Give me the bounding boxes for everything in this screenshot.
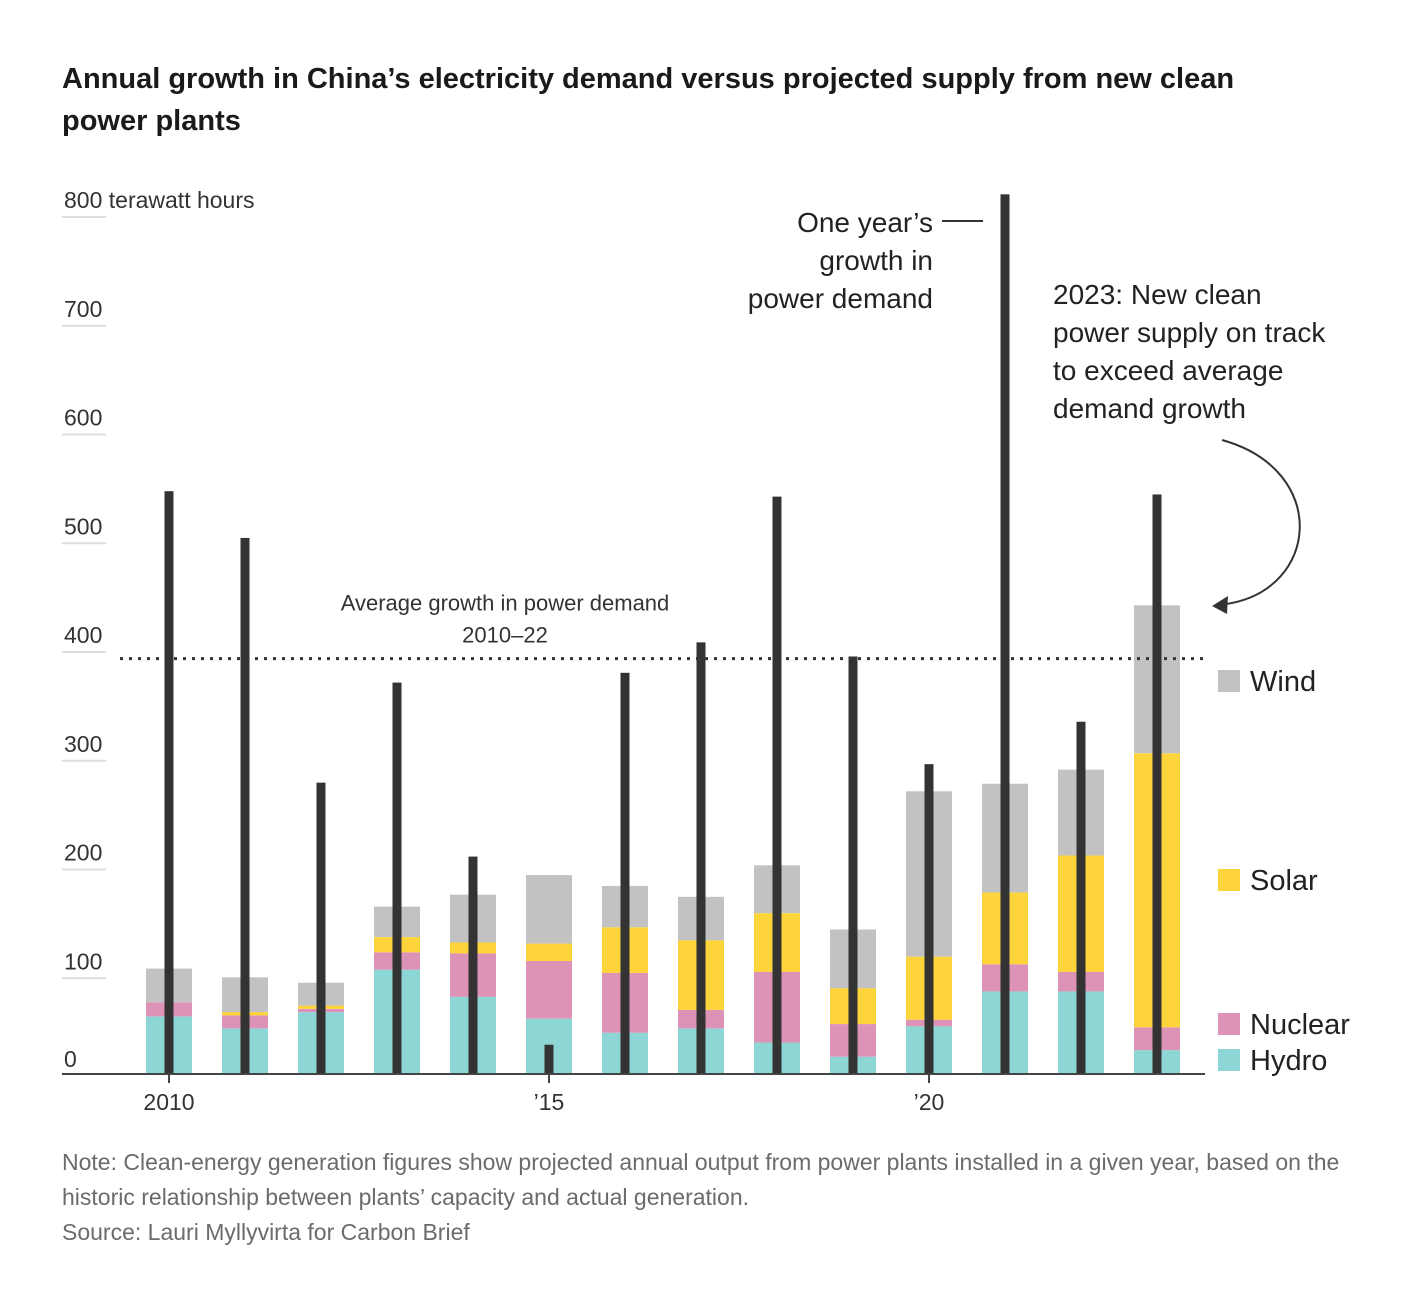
y-tick-label: 700 [64,296,102,322]
bar-nuclear-2015 [526,960,572,1019]
supply-annotation-arrow [1221,439,1301,605]
demand-bar-2011 [240,537,250,1073]
demand-bar-2010 [164,491,174,1073]
demand-bar-2020 [924,764,934,1073]
x-tick-label: 2010 [143,1089,194,1115]
legend-swatch-wind [1218,670,1240,692]
bar-solar-2015 [526,943,572,961]
y-tick-label: 800 terawatt hours [64,187,255,213]
legend-swatch-nuclear [1218,1013,1240,1035]
gridlines [62,216,106,980]
y-tick-label: 0 [64,1046,77,1072]
average-line-label-years: 2010–22 [462,623,548,648]
demand-bar-2021 [1000,194,1010,1074]
demand-bar-2016 [620,672,630,1073]
demand-annotation-line-2: growth in [819,245,933,276]
y-tick-label: 400 [64,622,102,648]
supply-annotation-line-3: to exceed average [1053,355,1283,386]
legend-label-solar: Solar [1250,865,1318,897]
legend-label-hydro: Hydro [1250,1045,1327,1077]
demand-annotation-line-3: power demand [748,283,933,314]
demand-bar-2022 [1076,721,1086,1073]
y-axis-labels: 0 100 200 300 400 500 600 700 800 terawatt hours [64,187,255,1072]
demand-growth-bars [164,194,1162,1074]
y-tick-label: 100 [64,948,102,974]
legend-label-wind: Wind [1250,666,1316,698]
legend-swatch-hydro [1218,1049,1240,1071]
note-text: Note: Clean-energy generation figures sh… [62,1149,1340,1210]
demand-bar-2014 [468,856,478,1073]
source-text: Source: Lauri Myllyvirta for Carbon Brie… [62,1219,470,1245]
clean-supply-bars [146,605,1180,1073]
legend: Wind Solar Nuclear Hydro [1218,666,1350,1077]
chart-area: 0 100 200 300 400 500 600 700 800 terawatt hours… [62,187,1350,1115]
demand-bar-2018 [772,496,782,1073]
y-tick-label: 500 [64,513,102,539]
demand-bar-2015 [544,1044,554,1073]
demand-bar-2012 [316,782,326,1073]
y-tick-label: 600 [64,405,102,431]
legend-label-nuclear: Nuclear [1250,1009,1350,1041]
arrowhead-icon [1212,596,1228,614]
supply-annotation-line-2: power supply on track [1053,317,1326,348]
y-tick-label: 300 [64,731,102,757]
x-axis-labels: 2010 ’15 ’20 [143,1073,944,1115]
demand-bar-2019 [848,656,858,1073]
y-tick-label: 200 [64,840,102,866]
chart-title: Annual growth in China’s electricity dem… [62,63,1235,137]
average-line-label: Average growth in power demand [341,591,670,616]
demand-bar-2017 [696,642,706,1073]
legend-swatch-solar [1218,869,1240,891]
supply-annotation-line-4: demand growth [1053,393,1246,424]
demand-bar-2013 [392,682,402,1073]
bar-wind-2015 [526,875,572,944]
x-tick-label: ’20 [914,1089,945,1115]
supply-annotation-line-1: 2023: New clean [1053,279,1262,310]
footnote: Note: Clean-energy generation figures sh… [62,1145,1382,1250]
demand-annotation-line-1: One year’s [797,207,933,238]
demand-bar-2023 [1152,494,1162,1073]
x-tick-label: ’15 [534,1089,565,1115]
